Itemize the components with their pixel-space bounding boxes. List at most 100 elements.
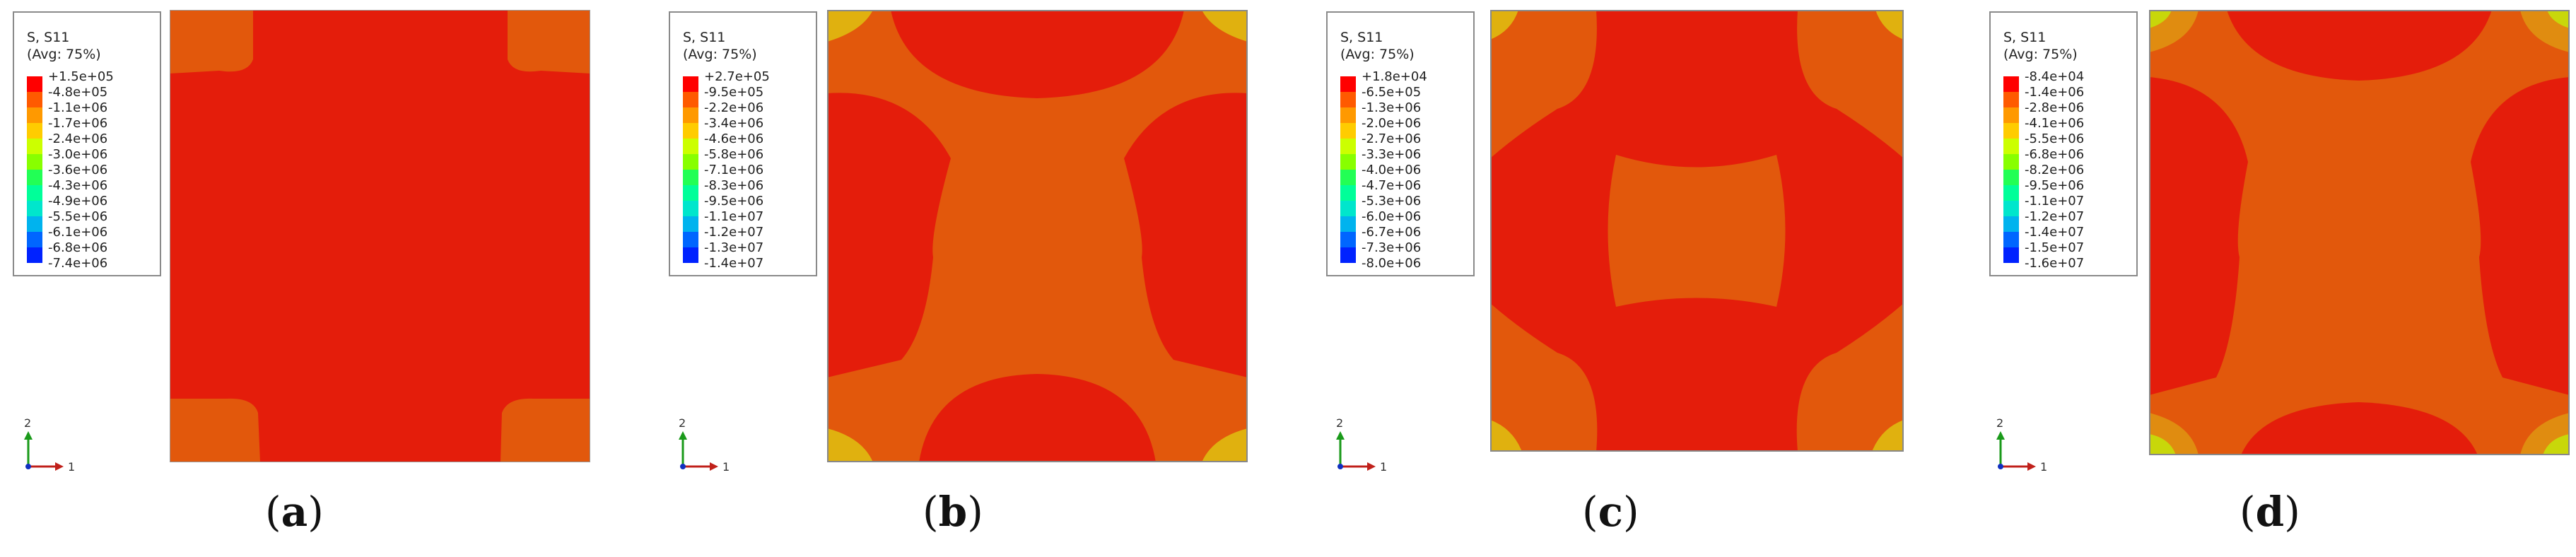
corner-yellow-bottom-right <box>1872 420 1904 452</box>
axis-label-1: 1 <box>722 460 730 474</box>
corner-zone-top-left <box>170 10 253 74</box>
legend-averaging: (Avg: 75%) <box>683 47 757 62</box>
legend-swatch <box>27 123 42 139</box>
axis-triad-d: 2 1 <box>1994 403 2057 481</box>
legend-variable: S, S11 <box>683 30 726 45</box>
legend-tick-label: -5.5e+06 <box>2025 131 2085 146</box>
contour-plot-a <box>170 10 590 462</box>
caption-b: (b) <box>923 488 983 536</box>
legend-scale: -8.4e+04 -1.4e+06 -2.8e+06 -4.1e+06 -5.5e+06… <box>2003 71 2145 274</box>
legend-tick-label: -4.1e+06 <box>2025 116 2085 131</box>
legend-tick-label: +2.7e+05 <box>704 69 770 84</box>
legend-swatch <box>683 107 698 123</box>
contour-plot-d <box>2149 10 2570 462</box>
legend-swatch <box>27 201 42 216</box>
legend-scale: +1.5e+05 -4.8e+05 -1.1e+06 -1.7e+06 -2.4e+06… <box>27 71 168 274</box>
corner-yellow-top-left <box>1490 10 1518 40</box>
legend-tick-label: -1.7e+06 <box>48 116 108 131</box>
legend-averaging: (Avg: 75%) <box>27 47 101 62</box>
corner-yellow-top-right <box>1875 10 1904 40</box>
legend-swatch <box>27 170 42 185</box>
legend-swatch <box>2003 247 2019 263</box>
legend-swatch <box>2003 232 2019 247</box>
legend-swatch <box>1340 139 1356 154</box>
legend-swatch <box>1340 107 1356 123</box>
legend-tick-label: -1.1e+07 <box>704 209 764 224</box>
legend-tick-label: +1.5e+05 <box>48 69 114 84</box>
corner-lime-top-right <box>2547 10 2570 28</box>
corner-zone-bottom-left <box>170 398 260 462</box>
legend-tick-label: -9.5e+06 <box>704 194 764 209</box>
legend-swatch <box>1340 92 1356 107</box>
legend-swatch <box>2003 216 2019 232</box>
legend-tick-label: -4.8e+05 <box>48 85 108 100</box>
zone-top-left <box>1490 10 1597 158</box>
legend-swatch <box>27 76 42 92</box>
legend-swatch <box>1340 123 1356 139</box>
legend-averaging: (Avg: 75%) <box>1340 47 1415 62</box>
legend-swatch <box>27 247 42 263</box>
corner-lime-bottom-left <box>2149 434 2176 455</box>
lobe-top <box>891 10 1184 98</box>
legend-tick-label: -1.4e+06 <box>2025 85 2085 100</box>
corner-yellow-bottom-left <box>1490 420 1522 452</box>
zone-center <box>1608 155 1786 307</box>
legend-swatch <box>683 170 698 185</box>
legend-tick-label: -6.8e+06 <box>2025 147 2085 162</box>
axis-triad-c: 2 1 <box>1333 403 1397 481</box>
legend-swatch <box>1340 247 1356 263</box>
caption-c: (c) <box>1582 488 1639 536</box>
contour-plot-b <box>827 10 1248 462</box>
plate-outline <box>1490 10 1904 452</box>
legend-scale: +1.8e+04 -6.5e+05 -1.3e+06 -2.0e+06 -2.7e+06… <box>1340 71 1482 274</box>
legend-swatch <box>1340 170 1356 185</box>
legend-swatch <box>27 107 42 123</box>
plate-outline <box>170 10 590 462</box>
legend-tick-label: -5.3e+06 <box>1362 194 1422 209</box>
legend-swatch <box>683 76 698 92</box>
legend-swatch <box>683 216 698 232</box>
plate-outline <box>827 10 1248 462</box>
axis-triad-b: 2 1 <box>676 403 739 481</box>
corner-yellow-top-left <box>827 10 873 42</box>
legend-swatch <box>1340 232 1356 247</box>
legend-swatch <box>1340 216 1356 232</box>
legend-tick-label: -8.3e+06 <box>704 178 764 193</box>
legend-tick-label: -7.1e+06 <box>704 163 764 177</box>
contour-plot-c <box>1490 10 1904 462</box>
legend-swatch <box>2003 76 2019 92</box>
legend-tick-label: -3.6e+06 <box>48 163 108 177</box>
legend-tick-label: -1.4e+07 <box>2025 225 2085 240</box>
legend-tick-label: -9.5e+06 <box>2025 178 2085 193</box>
legend-swatch <box>27 216 42 232</box>
legend-tick-label: -5.5e+06 <box>48 209 108 224</box>
legend-tick-label: -1.3e+06 <box>1362 100 1422 115</box>
legend-swatch <box>2003 185 2019 201</box>
legend-swatch <box>1340 201 1356 216</box>
legend-averaging: (Avg: 75%) <box>2003 47 2078 62</box>
legend-swatch <box>683 123 698 139</box>
lobe-bottom <box>2241 402 2478 455</box>
legend-swatch <box>683 139 698 154</box>
legend-swatch <box>683 154 698 170</box>
legend-tick-label: -4.6e+06 <box>704 131 764 146</box>
legend-tick-label: -2.7e+06 <box>1362 131 1422 146</box>
legend-tick-label: -9.5e+05 <box>704 85 764 100</box>
legend-variable: S, S11 <box>1340 30 1383 45</box>
legend-tick-label: -1.1e+06 <box>48 100 108 115</box>
corner-lime-bottom-right <box>2543 434 2570 455</box>
legend-tick-label: -6.1e+06 <box>48 225 108 240</box>
legend-tick-label: -2.2e+06 <box>704 100 764 115</box>
zone-top-right <box>1797 10 1904 158</box>
corner-zone-top-right <box>508 10 590 74</box>
legend-scale: +2.7e+05 -9.5e+05 -2.2e+06 -3.4e+06 -4.6e+06… <box>683 71 824 274</box>
corner-yellow-bottom-right <box>1202 428 1248 462</box>
legend-swatch <box>27 154 42 170</box>
axis-label-1: 1 <box>1380 460 1387 474</box>
axis-label-2: 2 <box>1336 416 1343 430</box>
legend-swatch <box>27 185 42 201</box>
axis-label-1: 1 <box>2040 460 2047 474</box>
legend-tick-label: -4.0e+06 <box>1362 163 1422 177</box>
legend-tick-label: -5.8e+06 <box>704 147 764 162</box>
caption-a: (a) <box>265 488 324 536</box>
